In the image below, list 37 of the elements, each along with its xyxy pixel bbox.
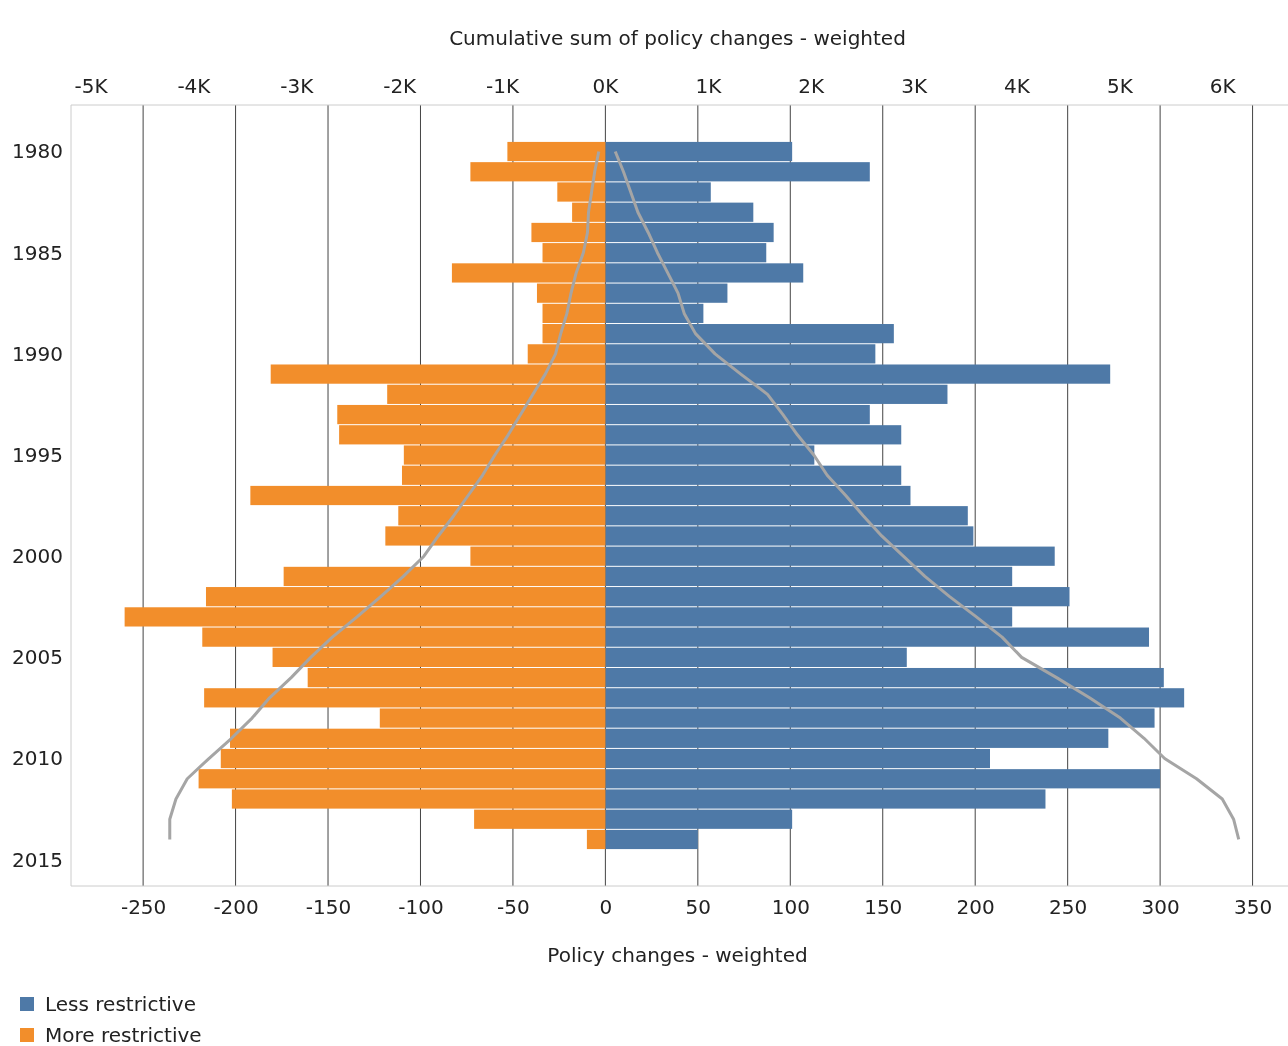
x2-tick-label: 0K — [592, 74, 620, 98]
x-tick-label: 100 — [771, 895, 810, 920]
legend-label: More restrictive — [45, 1023, 202, 1046]
x-axis-title: Policy changes - weighted — [547, 943, 808, 967]
x-tick-label: 250 — [1049, 895, 1088, 920]
x2-tick-label: -2K — [383, 74, 418, 98]
x2-axis-title: Cumulative sum of policy changes - weighted — [449, 26, 906, 50]
x-tick-label: 150 — [864, 895, 903, 920]
y-tick-label: 1980 — [12, 139, 63, 164]
x2-tick-label: 5K — [1106, 74, 1134, 98]
x-tick-label: 50 — [685, 895, 712, 920]
y-tick-label: 1995 — [12, 442, 63, 467]
y-tick-label: 2000 — [12, 544, 63, 569]
x-tick-label: -50 — [497, 895, 530, 920]
x2-tick-label: 2K — [798, 74, 826, 98]
x-tick-label: -250 — [120, 895, 167, 920]
y-tick-label: 2005 — [12, 645, 63, 670]
x2-tick-label: 1K — [695, 74, 723, 98]
x-tick-label: -100 — [398, 895, 444, 920]
y-tick-label: 2010 — [12, 746, 63, 771]
x-tick-label: 200 — [956, 895, 995, 920]
x2-tick-label: 6K — [1209, 74, 1237, 98]
x2-tick-label: 3K — [901, 74, 928, 98]
y-tick-label: 1985 — [12, 240, 63, 265]
x-tick-label: -150 — [305, 895, 352, 920]
x-tick-label: 350 — [1233, 895, 1273, 920]
y-tick-label: 1990 — [12, 341, 63, 366]
x2-tick-label: -3K — [280, 74, 315, 98]
x2-tick-label: -4K — [177, 74, 212, 98]
x2-tick-label: -5K — [74, 74, 109, 98]
x2-tick-label: 4K — [1004, 74, 1031, 98]
y-tick-label: 2015 — [12, 847, 63, 872]
legend-label: Less restrictive — [45, 992, 196, 1016]
x-tick-label: 0 — [599, 895, 613, 920]
x-tick-label: 300 — [1141, 895, 1180, 920]
x2-tick-label: -1K — [486, 74, 520, 98]
x-tick-label: -200 — [213, 895, 259, 920]
